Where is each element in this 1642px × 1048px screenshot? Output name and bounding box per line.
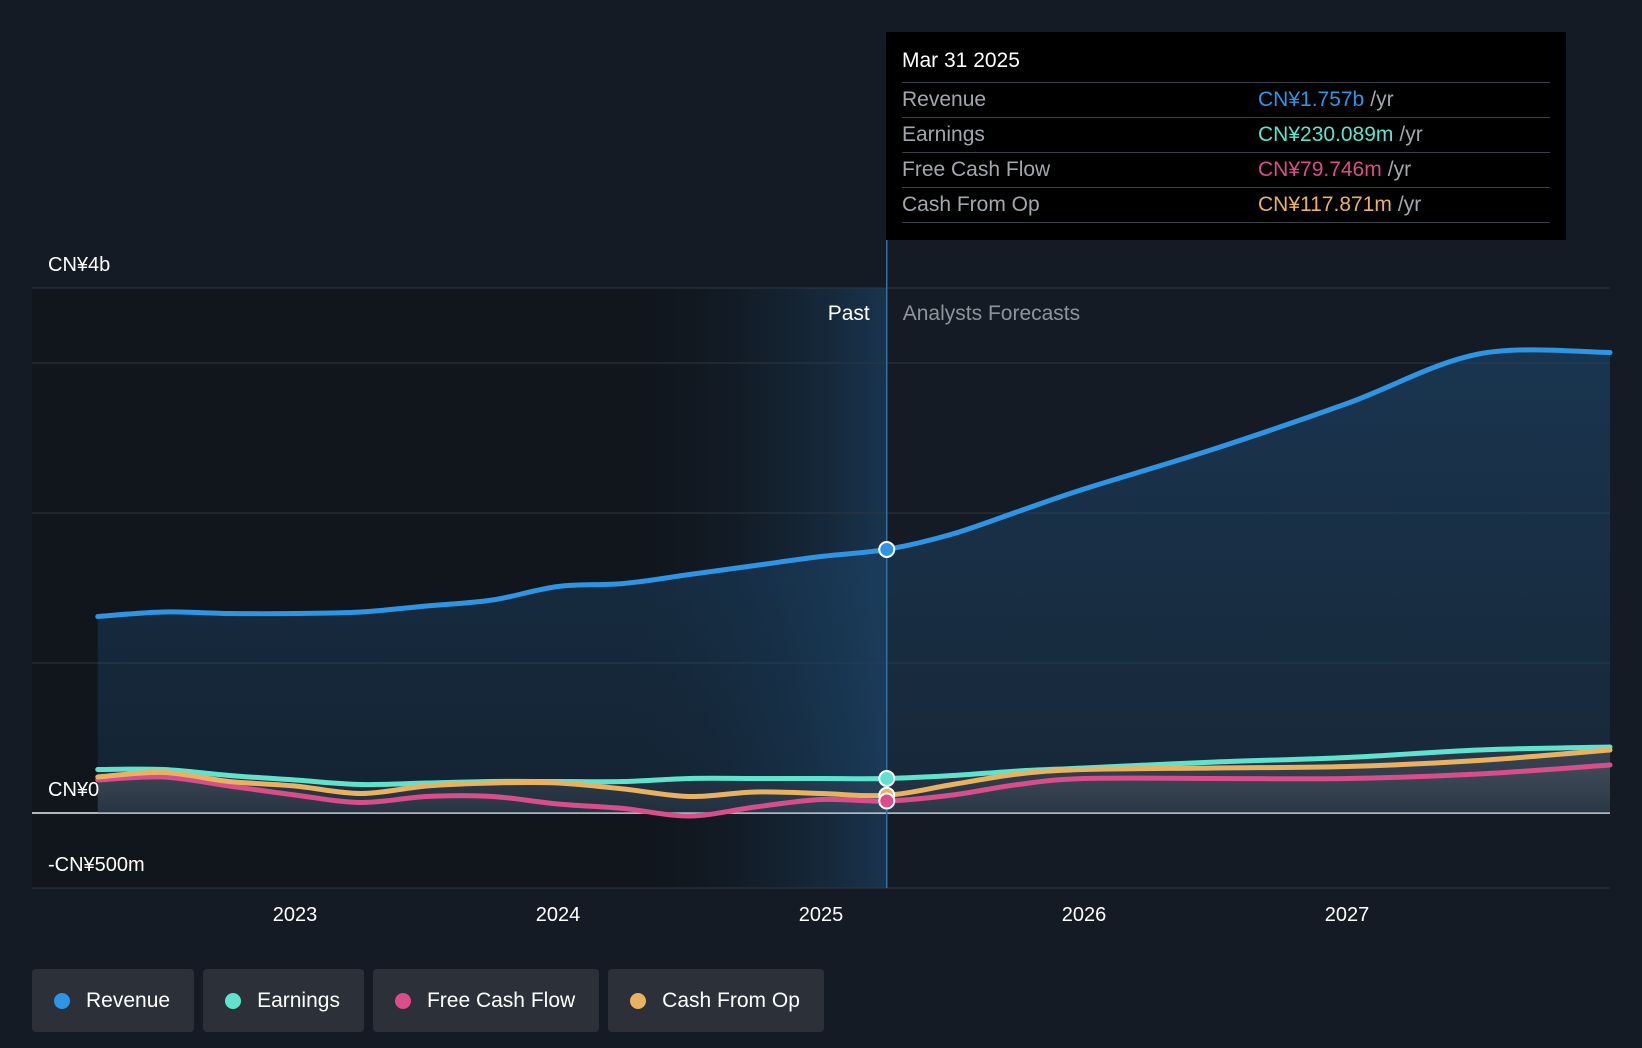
line-free-cash-flow: [95, 762, 1613, 819]
legend-label: Cash From Op: [662, 988, 800, 1012]
tooltip-date: Mar 31 2025: [902, 46, 1550, 83]
x-tick-label: 2025: [799, 904, 844, 926]
line-cash-from-op: [95, 747, 1613, 800]
tooltip-row-free-cash-flow: Free Cash Flow CN¥79.746m /yr: [902, 153, 1550, 188]
marker-revenue: [878, 540, 896, 558]
legend-label: Earnings: [257, 988, 340, 1012]
tooltip-row-revenue: Revenue CN¥1.757b /yr: [902, 83, 1550, 118]
tooltip-row-label: Earnings: [902, 123, 985, 146]
tooltip-row-label: Free Cash Flow: [902, 158, 1051, 181]
y-tick-label: -CN¥500m: [48, 854, 145, 876]
tooltip-row-value: CN¥117.871m: [1258, 193, 1392, 216]
legend-label: Revenue: [86, 988, 171, 1012]
y-tick-label: CN¥4b: [48, 254, 110, 276]
x-tick-label: 2026: [1062, 904, 1107, 926]
line-earnings: [95, 744, 1613, 788]
legend-item-free-cash-flow[interactable]: Free Cash Flow: [372, 969, 600, 1032]
marker-free-cash-flow: [878, 792, 896, 810]
legend-item-revenue[interactable]: Revenue: [32, 969, 195, 1032]
tooltip-row-value: CN¥1.757b: [1258, 88, 1365, 111]
tooltip: Mar 31 2025 Revenue CN¥1.757b /yr Earnin…: [886, 32, 1566, 240]
tooltip-row-label: Revenue: [902, 88, 987, 111]
tooltip-row-unit: /yr: [1399, 123, 1423, 146]
series-lines: [95, 347, 1613, 819]
marker-earnings: [878, 770, 896, 787]
legend-item-cash-from-op[interactable]: Cash From Op: [608, 969, 824, 1032]
x-tick-label: 2024: [536, 904, 581, 926]
cursor-markers: [878, 540, 896, 810]
forecast-label: Analysts Forecasts: [903, 302, 1080, 325]
y-tick-label: CN¥0: [48, 779, 99, 801]
tooltip-row-value: CN¥79.746m: [1258, 158, 1382, 181]
line-revenue: [95, 347, 1613, 619]
legend-dot-icon: [630, 992, 647, 1009]
tooltip-row-value: CN¥230.089m: [1258, 123, 1394, 146]
axis-labels: CN¥4b CN¥0 -CN¥500m 2023 2024 2025 2026 2027: [48, 254, 1369, 926]
legend-item-earnings[interactable]: Earnings: [203, 969, 364, 1032]
past-label: Past: [828, 302, 870, 325]
x-tick-label: 2027: [1325, 904, 1370, 926]
tooltip-row-unit: /yr: [1370, 88, 1394, 111]
legend-dot-icon: [54, 992, 70, 1009]
area-revenue: [97, 349, 1610, 813]
x-tick-label: 2023: [273, 904, 318, 926]
legend-label: Free Cash Flow: [426, 988, 576, 1012]
tooltip-row-label: Cash From Op: [902, 193, 1040, 216]
legend-dot-icon: [394, 992, 411, 1009]
legend-dot-icon: [225, 992, 242, 1009]
tooltip-row-unit: /yr: [1397, 193, 1422, 216]
tooltip-row-cash-from-op: Cash From Op CN¥117.871m /yr: [902, 188, 1550, 223]
tooltip-row-earnings: Earnings CN¥230.089m /yr: [902, 118, 1550, 153]
tooltip-row-unit: /yr: [1387, 158, 1412, 181]
legend: Revenue Earnings Free Cash Flow Cash Fro…: [32, 969, 824, 1032]
